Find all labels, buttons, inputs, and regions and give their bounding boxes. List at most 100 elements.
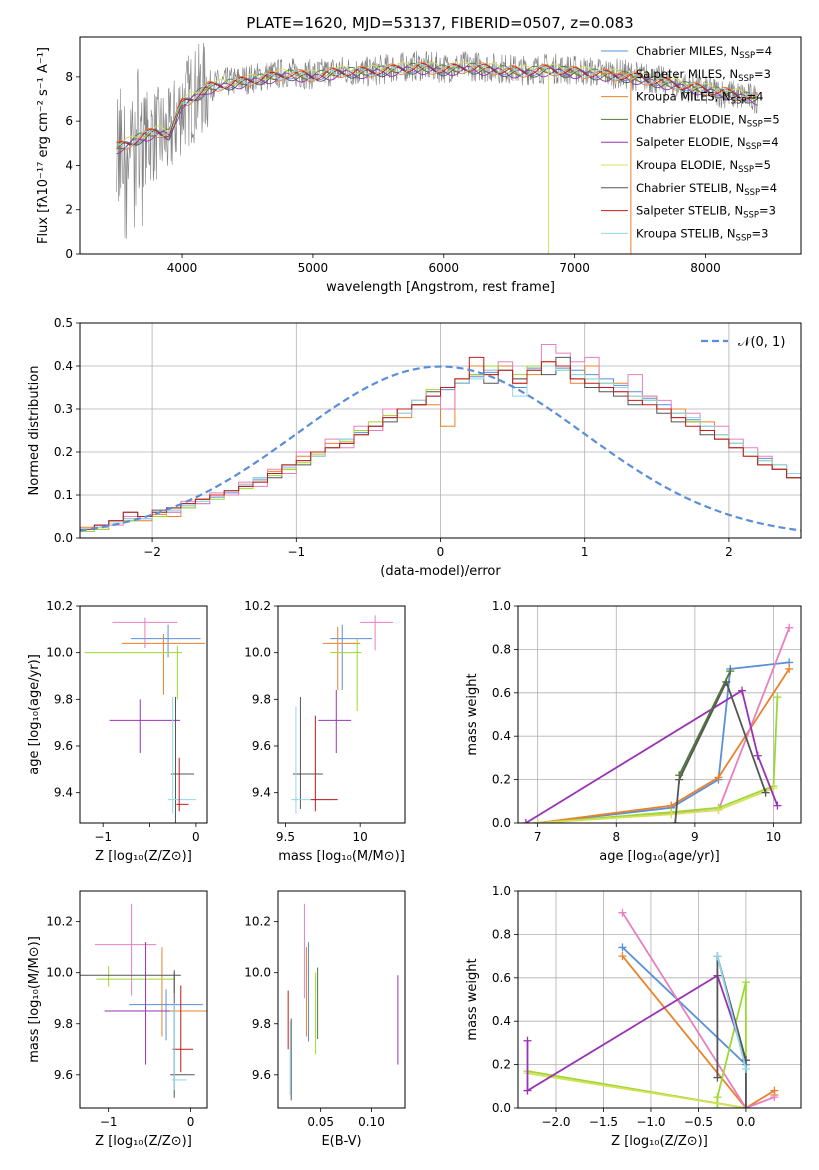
axes-frame <box>277 890 406 1109</box>
y-tick-label: 0.2 <box>492 1058 511 1072</box>
x-tick-label: −1 <box>94 830 112 844</box>
y-tick-label: 0.4 <box>492 729 511 743</box>
x-axis-label: mass [log₁₀(M/M⊙)] <box>278 849 405 864</box>
weight-point-marker <box>713 1093 722 1102</box>
x-axis-label: Z [log₁₀(Z/Z⊙)] <box>611 1134 708 1149</box>
x-tick-label: −1 <box>287 545 305 559</box>
y-tick-label: 0.4 <box>492 1014 511 1028</box>
y-tick-label: 0.8 <box>492 927 511 941</box>
legend-label-tail: =3 <box>751 226 768 240</box>
weight-point-marker <box>714 773 723 782</box>
x-tick-label: 0.05 <box>307 1115 334 1129</box>
y-tick-label: 0.2 <box>492 773 511 787</box>
weight-point-marker <box>675 771 684 780</box>
legend-label-sub: SSP <box>736 233 752 243</box>
x-tick-label: 5000 <box>298 261 329 275</box>
axes-frame <box>79 322 802 539</box>
legend-label: Kroupa ELODIE, NSSP=5 <box>636 158 771 175</box>
legend-label-tail: =4 <box>755 44 772 58</box>
y-tick-label: 9.4 <box>54 786 73 800</box>
panel-weight_vs_age: 7 8 9 10 0.0 0.2 0.4 0.6 0.8 1.0 age [log₁₀(age/yr… <box>465 599 802 864</box>
x-tick-label: 8000 <box>690 261 721 275</box>
x-axis-label: Z [log₁₀(Z/Z⊙)] <box>95 849 192 864</box>
y-tick-label: 10.2 <box>46 599 73 613</box>
y-axis-label: age [log₁₀(age/yr)] <box>27 654 42 775</box>
y-tick-label: 10.2 <box>244 599 271 613</box>
y-tick-label: 9.8 <box>54 692 73 706</box>
y-tick-label: 9.8 <box>252 1017 271 1031</box>
weight-point-marker <box>521 819 530 823</box>
x-axis-label: E(B-V) <box>321 1134 361 1149</box>
legend-label-sub: SSP <box>747 119 763 129</box>
weight-point-marker <box>773 801 782 810</box>
legend-label-tail: =4 <box>760 181 777 195</box>
x-tick-label: 0.10 <box>358 1115 385 1129</box>
weight-point-marker <box>714 805 723 814</box>
y-tick-label: 0.6 <box>492 971 511 985</box>
panel-residual_hist: −2 −1 0 1 2 0.0 0.1 0.2 0.3 0.4 0.5 (data-model)/er… <box>27 316 802 579</box>
y-tick-label: 0.0 <box>492 1101 511 1115</box>
y-tick-label: 9.6 <box>54 739 73 753</box>
y-tick-label: 9.8 <box>252 692 271 706</box>
x-tick-label: 6000 <box>428 261 459 275</box>
y-tick-label: 6 <box>65 114 73 128</box>
legend-label-main: Kroupa ELODIE, N <box>636 158 738 172</box>
axes-frame <box>517 605 802 824</box>
weight-point-marker <box>618 943 627 952</box>
legend-label-main: Chabrier MILES, N <box>636 44 739 58</box>
legend-label-tail: =5 <box>754 158 771 172</box>
weight-series-4 <box>527 1072 747 1108</box>
plot-area-residual_hist <box>80 323 801 538</box>
y-tick-label: 0.0 <box>492 816 511 830</box>
y-tick-label: 9.6 <box>54 1068 73 1082</box>
weight-point-marker <box>713 952 722 961</box>
legend-label-main: Salpeter MILES, N <box>636 67 738 81</box>
weight-series-7 <box>716 955 747 1070</box>
y-tick-label: 1.0 <box>492 599 511 613</box>
weight-point-marker <box>523 1036 532 1045</box>
x-tick-label: −2.0 <box>541 1115 570 1129</box>
model-line-3 <box>116 62 759 150</box>
y-axis-label: mass weight <box>465 958 480 1040</box>
legend-label-sub: SSP <box>743 211 759 221</box>
y-tick-label: 0.8 <box>492 642 511 656</box>
panel-age_vs_mass: 9.5 10 9.4 9.6 9.8 10.0 10.2 mass [log₁₀(M/M⊙)] <box>244 599 406 864</box>
axes-frame <box>517 890 802 1109</box>
x-axis-label: wavelength [Angstrom, rest frame] <box>326 280 555 295</box>
x-tick-label: 7000 <box>559 261 590 275</box>
x-tick-label: −1.0 <box>636 1115 665 1129</box>
x-tick-label: −1 <box>100 1115 118 1129</box>
weight-point-marker <box>741 978 750 987</box>
plot-area-age_vs_mass <box>291 615 394 814</box>
weight-point-marker <box>741 1064 750 1073</box>
y-tick-label: 10.2 <box>244 915 271 929</box>
gaussian-curve <box>80 365 801 532</box>
y-tick-label: 10.0 <box>244 646 271 660</box>
y-tick-label: 9.4 <box>252 786 271 800</box>
x-tick-label: 0 <box>192 830 200 844</box>
weight-series-5 <box>525 689 779 823</box>
x-tick-label: 2 <box>725 545 733 559</box>
legend-label-sub: SSP <box>738 74 754 84</box>
weight-point-marker <box>713 1104 722 1108</box>
x-tick-label: −1.5 <box>589 1115 618 1129</box>
y-tick-label: 0.2 <box>54 445 73 459</box>
plot-area-age_vs_Z <box>84 617 206 823</box>
y-tick-label: 10.0 <box>244 966 271 980</box>
x-tick-label: −0.5 <box>684 1115 713 1129</box>
y-tick-label: 8 <box>65 70 73 84</box>
plot-area-weight_vs_age <box>518 606 801 823</box>
legend-label: Kroupa STELIB, NSSP=3 <box>636 226 768 243</box>
legend-label-main: Chabrier STELIB, N <box>636 181 744 195</box>
panel-weight_vs_Z: −2.0 −1.5 −1.0 −0.5 0.0 0.0 0.2 0.4 0.6 0.8 1.0 Z [… <box>465 884 802 1149</box>
y-tick-label: 9.6 <box>252 1068 271 1082</box>
x-tick-label: 4000 <box>167 261 198 275</box>
plot-area-weight_vs_Z <box>518 891 801 1108</box>
weight-point-marker <box>770 1093 779 1102</box>
legend-label: Kroupa MILES, NSSP=4 <box>636 90 763 107</box>
weight-point-marker <box>671 819 680 823</box>
y-tick-label: 0.0 <box>54 531 73 545</box>
weight-series-4 <box>537 787 774 823</box>
legend-label-sub: SSP <box>738 165 754 175</box>
